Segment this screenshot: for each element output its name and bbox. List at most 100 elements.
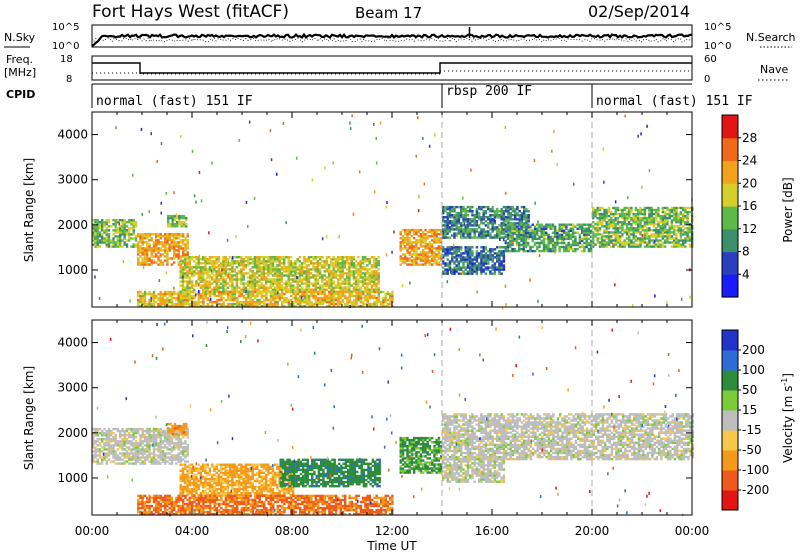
power-cell — [204, 272, 207, 275]
power-cell — [272, 292, 275, 296]
power-cell — [569, 237, 573, 241]
power-cell — [323, 274, 326, 277]
power-cell — [435, 239, 438, 242]
power-cell — [280, 268, 284, 271]
power-cell — [170, 302, 174, 306]
power-cell — [448, 226, 452, 229]
power-cell — [652, 208, 656, 212]
power-cell — [208, 280, 212, 283]
power-cell — [274, 286, 277, 289]
power-cell — [513, 249, 516, 253]
power-cell — [319, 298, 322, 302]
power-cell — [310, 290, 313, 294]
power-cell — [155, 255, 158, 258]
power-cell — [280, 286, 284, 289]
power-cell — [469, 272, 472, 275]
power-cell — [637, 229, 640, 232]
power-cell — [473, 270, 476, 273]
power-cell — [410, 245, 414, 248]
power-cell — [143, 241, 147, 244]
power-cell — [493, 262, 497, 265]
power-noise-cell — [504, 125, 507, 129]
power-cell — [675, 214, 678, 218]
power-noise-cell — [434, 133, 436, 137]
power-cell — [274, 260, 277, 263]
velocity-cell — [98, 438, 102, 441]
power-cell — [487, 207, 490, 211]
power-cell — [256, 270, 259, 273]
power-cell — [332, 266, 335, 269]
power-cell — [242, 260, 245, 263]
power-cell — [204, 282, 207, 285]
power-cell — [186, 274, 189, 277]
power-cell — [446, 218, 449, 221]
power-cell — [634, 212, 638, 216]
power-cell — [148, 247, 151, 250]
power-cell — [238, 256, 241, 259]
power-cell — [634, 214, 638, 218]
power-cell — [357, 296, 360, 300]
power-cell — [177, 235, 180, 238]
power-cell — [204, 262, 207, 265]
power-cell — [498, 234, 501, 237]
power-cell — [648, 212, 651, 216]
power-cell — [401, 241, 405, 244]
colorbar-tick-label: 16 — [742, 199, 757, 213]
power-cell — [249, 270, 252, 273]
power-cell — [206, 262, 209, 265]
power-cell — [473, 228, 476, 231]
power-noise-cell — [648, 169, 651, 173]
power-cell — [169, 216, 172, 220]
power-cell — [276, 274, 279, 277]
power-cell — [446, 220, 449, 223]
power-cell — [173, 233, 176, 236]
power-cell — [222, 288, 225, 291]
power-cell — [520, 214, 524, 217]
power-cell — [366, 276, 369, 279]
power-cell — [410, 228, 414, 232]
power-cell — [157, 251, 160, 254]
power-cell — [493, 234, 497, 237]
power-cell — [466, 232, 470, 235]
power-cell — [184, 294, 187, 298]
power-cell — [307, 264, 311, 267]
power-cell — [679, 206, 683, 210]
power-cell — [355, 266, 358, 269]
power-cell — [605, 208, 608, 212]
power-cell — [515, 241, 519, 245]
power-cell — [157, 249, 160, 252]
power-cell — [139, 249, 142, 252]
power-cell — [276, 272, 279, 275]
power-cell — [364, 272, 367, 275]
power-cell — [296, 296, 300, 300]
power-cell — [152, 290, 156, 294]
power-cell — [305, 282, 308, 285]
power-cell — [491, 258, 494, 261]
power-cell — [303, 270, 306, 273]
power-cell — [188, 292, 192, 296]
power-cell — [460, 258, 463, 261]
power-cell — [119, 235, 122, 238]
power-cell — [186, 235, 189, 238]
power-cell — [186, 247, 189, 250]
power-cell — [110, 239, 113, 242]
power-cell — [298, 284, 302, 287]
power-cell — [598, 206, 602, 210]
power-cell — [132, 221, 135, 224]
power-cell — [451, 272, 454, 275]
power-noise-cell — [614, 200, 617, 204]
power-cell — [231, 286, 234, 289]
power-cell — [317, 296, 320, 300]
power-cell — [457, 214, 461, 217]
power-cell — [276, 302, 279, 306]
power-cell — [446, 272, 449, 275]
power-cell — [283, 260, 286, 263]
power-cell — [406, 257, 409, 260]
power-cell — [585, 227, 588, 230]
power-cell — [610, 212, 613, 216]
power-cell — [451, 226, 454, 229]
power-cell — [440, 263, 443, 266]
velocity-cell — [121, 452, 124, 455]
power-cell — [316, 268, 320, 271]
power-cell — [139, 247, 142, 250]
